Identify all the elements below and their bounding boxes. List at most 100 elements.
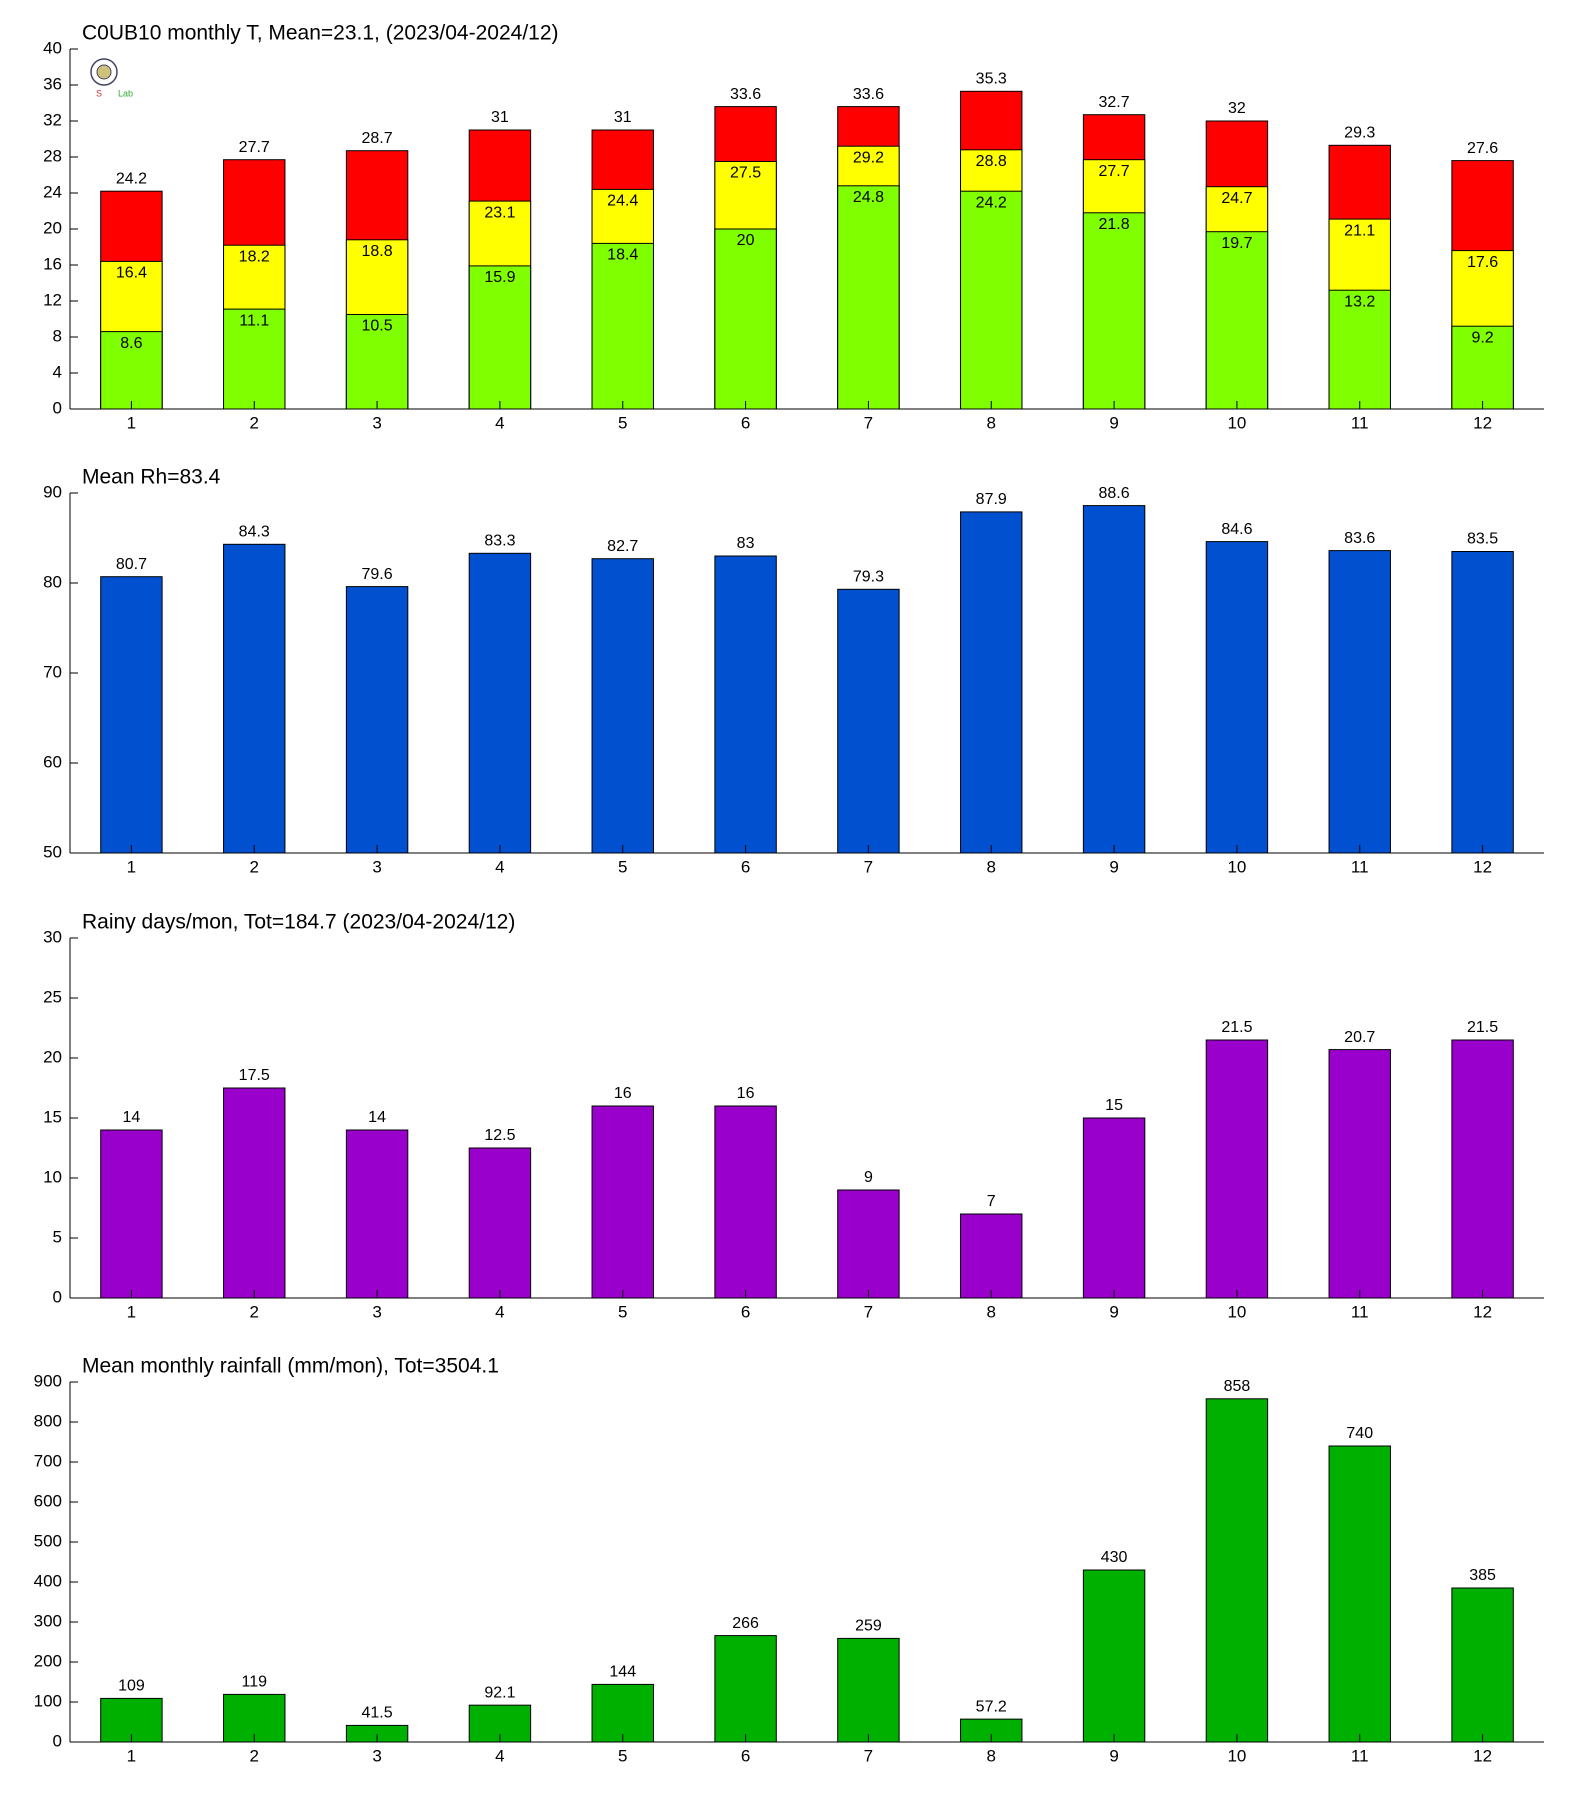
x-tick-label: 4 [495, 1302, 504, 1321]
value-label: 15.9 [484, 269, 515, 286]
value-label: 16.4 [116, 265, 147, 282]
x-tick-label: 8 [987, 1302, 996, 1321]
y-tick-label: 5 [53, 1227, 62, 1246]
value-label: 92.1 [484, 1684, 515, 1701]
x-tick-label: 5 [618, 857, 627, 876]
x-tick-label: 12 [1473, 413, 1492, 432]
x-tick-label: 8 [987, 857, 996, 876]
x-tick-label: 2 [250, 413, 259, 432]
bar [591, 1683, 654, 1743]
x-tick-label: 3 [372, 413, 381, 432]
value-label: 10.5 [362, 318, 393, 335]
value-label: 15 [1105, 1097, 1123, 1114]
x-tick-label: 9 [1109, 857, 1118, 876]
bar [223, 1087, 286, 1299]
value-label: 18.2 [239, 248, 270, 265]
value-label: 21.5 [1467, 1019, 1498, 1036]
x-tick-label: 2 [250, 1746, 259, 1765]
y-tick-label: 12 [43, 290, 62, 309]
value-label: 84.3 [239, 524, 270, 541]
value-label: 12.5 [484, 1127, 515, 1144]
x-tick-label: 1 [127, 413, 136, 432]
y-tick-label: 20 [43, 1047, 62, 1066]
x-tick-label: 12 [1473, 1746, 1492, 1765]
x-tick-label: 7 [864, 857, 873, 876]
bar [1082, 1569, 1146, 1743]
value-label: 33.6 [730, 86, 761, 103]
x-tick-label: 3 [372, 1302, 381, 1321]
y-tick-label: 24 [43, 182, 62, 201]
value-label: 23.1 [484, 204, 515, 221]
y-tick-label: 700 [34, 1451, 62, 1470]
bar [1451, 325, 1514, 410]
value-label: 79.6 [362, 566, 393, 583]
x-tick-label: 1 [127, 1302, 136, 1321]
value-label: 14 [368, 1109, 386, 1126]
y-tick-label: 25 [43, 987, 62, 1006]
value-label: 83.5 [1467, 531, 1498, 548]
value-label: 41.5 [362, 1705, 393, 1722]
y-tick-label: 36 [43, 74, 62, 93]
value-label: 9.2 [1471, 329, 1493, 346]
value-label: 119 [241, 1674, 267, 1691]
value-label: 79.3 [853, 569, 884, 586]
x-tick-label: 7 [864, 413, 873, 432]
value-label: 28.7 [362, 130, 393, 147]
y-tick-label: 90 [43, 482, 62, 501]
value-label: 18.8 [362, 243, 393, 260]
x-tick-label: 11 [1351, 857, 1369, 876]
bar [468, 552, 532, 854]
bar [837, 588, 900, 854]
x-tick-label: 12 [1473, 857, 1492, 876]
value-label: 29.2 [853, 149, 884, 166]
bar [1082, 1117, 1146, 1299]
x-tick-label: 11 [1351, 413, 1369, 432]
value-label: 17.6 [1467, 254, 1498, 271]
x-tick-label: 9 [1109, 1746, 1118, 1765]
y-tick-label: 0 [53, 398, 62, 417]
bar [1328, 1445, 1391, 1743]
x-tick-label: 4 [495, 857, 504, 876]
svg-text:S: S [96, 88, 102, 98]
y-tick-label: 15 [43, 1107, 62, 1126]
value-label: 32 [1228, 100, 1246, 117]
value-label: 33.6 [853, 86, 884, 103]
chart-title: Rainy days/mon, Tot=184.7 (2023/04-2024/… [82, 911, 515, 934]
x-tick-label: 2 [250, 1302, 259, 1321]
value-label: 20.7 [1344, 1029, 1375, 1046]
bar [837, 1637, 900, 1743]
x-tick-label: 5 [618, 413, 627, 432]
value-label: 27.7 [239, 139, 270, 156]
value-label: 80.7 [116, 556, 147, 573]
value-label: 14 [123, 1109, 141, 1126]
bar [837, 1189, 900, 1299]
y-tick-label: 20 [43, 218, 62, 237]
bar [345, 314, 409, 410]
value-label: 21.8 [1099, 216, 1130, 233]
x-tick-label: 10 [1227, 1746, 1246, 1765]
value-label: 16 [614, 1085, 632, 1102]
y-tick-label: 70 [43, 662, 62, 681]
y-tick-label: 8 [53, 326, 62, 345]
x-tick-label: 6 [741, 857, 750, 876]
bar [1328, 1049, 1391, 1299]
bar [837, 185, 900, 410]
value-label: 88.6 [1099, 485, 1130, 502]
bar [100, 331, 163, 410]
bar [1328, 550, 1391, 854]
x-tick-label: 9 [1109, 413, 1118, 432]
x-tick-label: 9 [1109, 1302, 1118, 1321]
bar [1082, 505, 1146, 854]
x-tick-label: 3 [372, 1746, 381, 1765]
bar [1451, 1039, 1514, 1299]
value-label: 20 [737, 232, 755, 249]
value-label: 144 [609, 1664, 636, 1681]
value-label: 57.2 [976, 1698, 1007, 1715]
value-label: 82.7 [607, 538, 638, 555]
x-tick-label: 1 [127, 857, 136, 876]
x-tick-label: 10 [1227, 857, 1246, 876]
x-tick-label: 6 [741, 413, 750, 432]
bar [1328, 289, 1391, 410]
value-label: 27.7 [1099, 163, 1130, 180]
bar [345, 586, 409, 854]
